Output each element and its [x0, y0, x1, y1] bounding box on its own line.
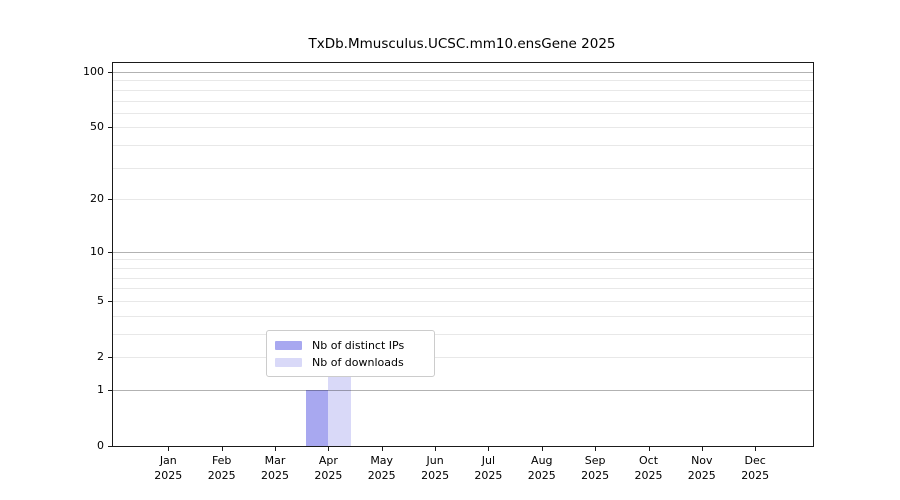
gridline-major — [113, 389, 813, 391]
month-label: Jun — [426, 454, 444, 467]
bar-downloads[interactable] — [328, 357, 351, 446]
x-axis-tick — [701, 447, 703, 451]
year-label: 2025 — [634, 469, 663, 482]
gridline-minor — [113, 277, 813, 279]
gridline-minor — [113, 315, 813, 317]
year-label: 2025 — [207, 469, 236, 482]
x-axis-tick-label: Apr 2025 — [314, 453, 342, 483]
year-label: 2025 — [421, 469, 450, 482]
legend-entry: Nb of distinct IPs — [275, 337, 426, 353]
x-axis-tick — [168, 447, 170, 451]
month-label: Sep — [584, 454, 606, 467]
chart-title: TxDb.Mmusculus.UCSC.mm10.ensGene 2025 — [308, 36, 616, 52]
gridline-minor — [113, 259, 813, 261]
month-label: Aug — [531, 454, 553, 467]
year-label: 2025 — [367, 469, 396, 482]
month-label: Oct — [638, 454, 659, 467]
x-axis-tick-label: Oct 2025 — [635, 453, 663, 483]
gridline-minor — [113, 333, 813, 335]
gridline-minor — [113, 89, 813, 91]
legend-entry-label: Nb of distinct IPs — [312, 338, 405, 352]
month-label: Jul — [481, 454, 496, 467]
x-axis-tick-label: Jul 2025 — [474, 453, 502, 483]
gridline-major — [113, 251, 813, 253]
year-label: 2025 — [687, 469, 716, 482]
x-axis-tick-label: Jun 2025 — [421, 453, 449, 483]
x-axis-tick-label: Nov 2025 — [688, 453, 716, 483]
legend-swatch — [275, 357, 302, 367]
y-axis-tick — [108, 300, 112, 302]
month-label: Feb — [211, 454, 232, 467]
x-axis-tick-label: Feb 2025 — [208, 453, 236, 483]
y-axis-tick-label: 1 — [97, 382, 104, 396]
plot-area — [112, 62, 814, 447]
month-label: Nov — [691, 454, 713, 467]
y-axis-tick — [108, 199, 112, 201]
x-axis-tick-label: Aug 2025 — [528, 453, 556, 483]
y-axis-tick — [108, 389, 112, 391]
month-label: May — [370, 454, 394, 467]
gridline-minor — [113, 357, 813, 358]
gridline-minor — [113, 300, 813, 302]
legend: Nb of distinct IPs Nb of downloads — [266, 330, 435, 377]
y-axis-tick — [108, 251, 112, 253]
x-axis-tick — [221, 447, 223, 451]
x-axis-tick-label: Jan 2025 — [154, 453, 182, 483]
y-axis-tick-label: 2 — [97, 350, 104, 363]
legend-entry-label: Nb of downloads — [312, 355, 404, 369]
gridline-minor — [113, 80, 813, 82]
gridline-major — [113, 72, 813, 73]
x-axis-tick — [488, 447, 490, 451]
gridline-minor — [113, 145, 813, 147]
gridline-minor — [113, 199, 813, 201]
x-axis-tick — [275, 447, 276, 451]
gridline-minor — [113, 167, 813, 169]
y-axis-tick — [108, 446, 112, 447]
gridline-minor — [113, 112, 813, 114]
year-label: 2025 — [314, 469, 343, 482]
month-label: Jan — [159, 454, 177, 467]
y-axis-tick-label: 20 — [90, 192, 104, 206]
gridline-minor — [113, 100, 813, 102]
y-axis-tick — [108, 127, 112, 129]
x-axis-tick-label: Sep 2025 — [581, 453, 609, 483]
y-axis-tick — [108, 72, 112, 73]
gridline-minor — [113, 127, 813, 129]
y-axis-tick-label: 100 — [83, 65, 104, 78]
x-axis-tick — [435, 447, 437, 451]
year-label: 2025 — [474, 469, 503, 482]
y-axis-tick-label: 0 — [97, 439, 104, 452]
x-axis-tick — [595, 447, 597, 451]
month-label: Mar — [264, 454, 286, 467]
x-axis-tick — [541, 447, 543, 451]
y-axis-tick — [108, 357, 112, 358]
month-label: Apr — [318, 454, 338, 467]
month-label: Dec — [744, 454, 766, 467]
x-axis-tick — [381, 447, 383, 451]
year-label: 2025 — [261, 469, 289, 482]
x-axis-tick-label: May 2025 — [368, 453, 396, 483]
year-label: 2025 — [741, 469, 770, 482]
year-label: 2025 — [527, 469, 556, 482]
x-axis-tick-label: Mar 2025 — [261, 453, 289, 483]
year-label: 2025 — [581, 469, 610, 482]
bar-distinct-ips[interactable] — [305, 389, 329, 446]
legend-entry: Nb of downloads — [275, 354, 426, 370]
y-axis-tick-label: 5 — [97, 293, 104, 307]
x-axis-tick-label: Dec 2025 — [741, 453, 769, 483]
x-axis-tick — [648, 447, 650, 451]
x-axis-tick — [755, 447, 757, 451]
year-label: 2025 — [154, 469, 183, 482]
y-axis-tick-label: 50 — [90, 120, 104, 134]
legend-swatch — [275, 340, 302, 350]
y-axis-tick-label: 10 — [90, 244, 104, 258]
gridline-minor — [113, 288, 813, 290]
x-axis-tick — [328, 447, 330, 451]
gridline-minor — [113, 267, 813, 269]
